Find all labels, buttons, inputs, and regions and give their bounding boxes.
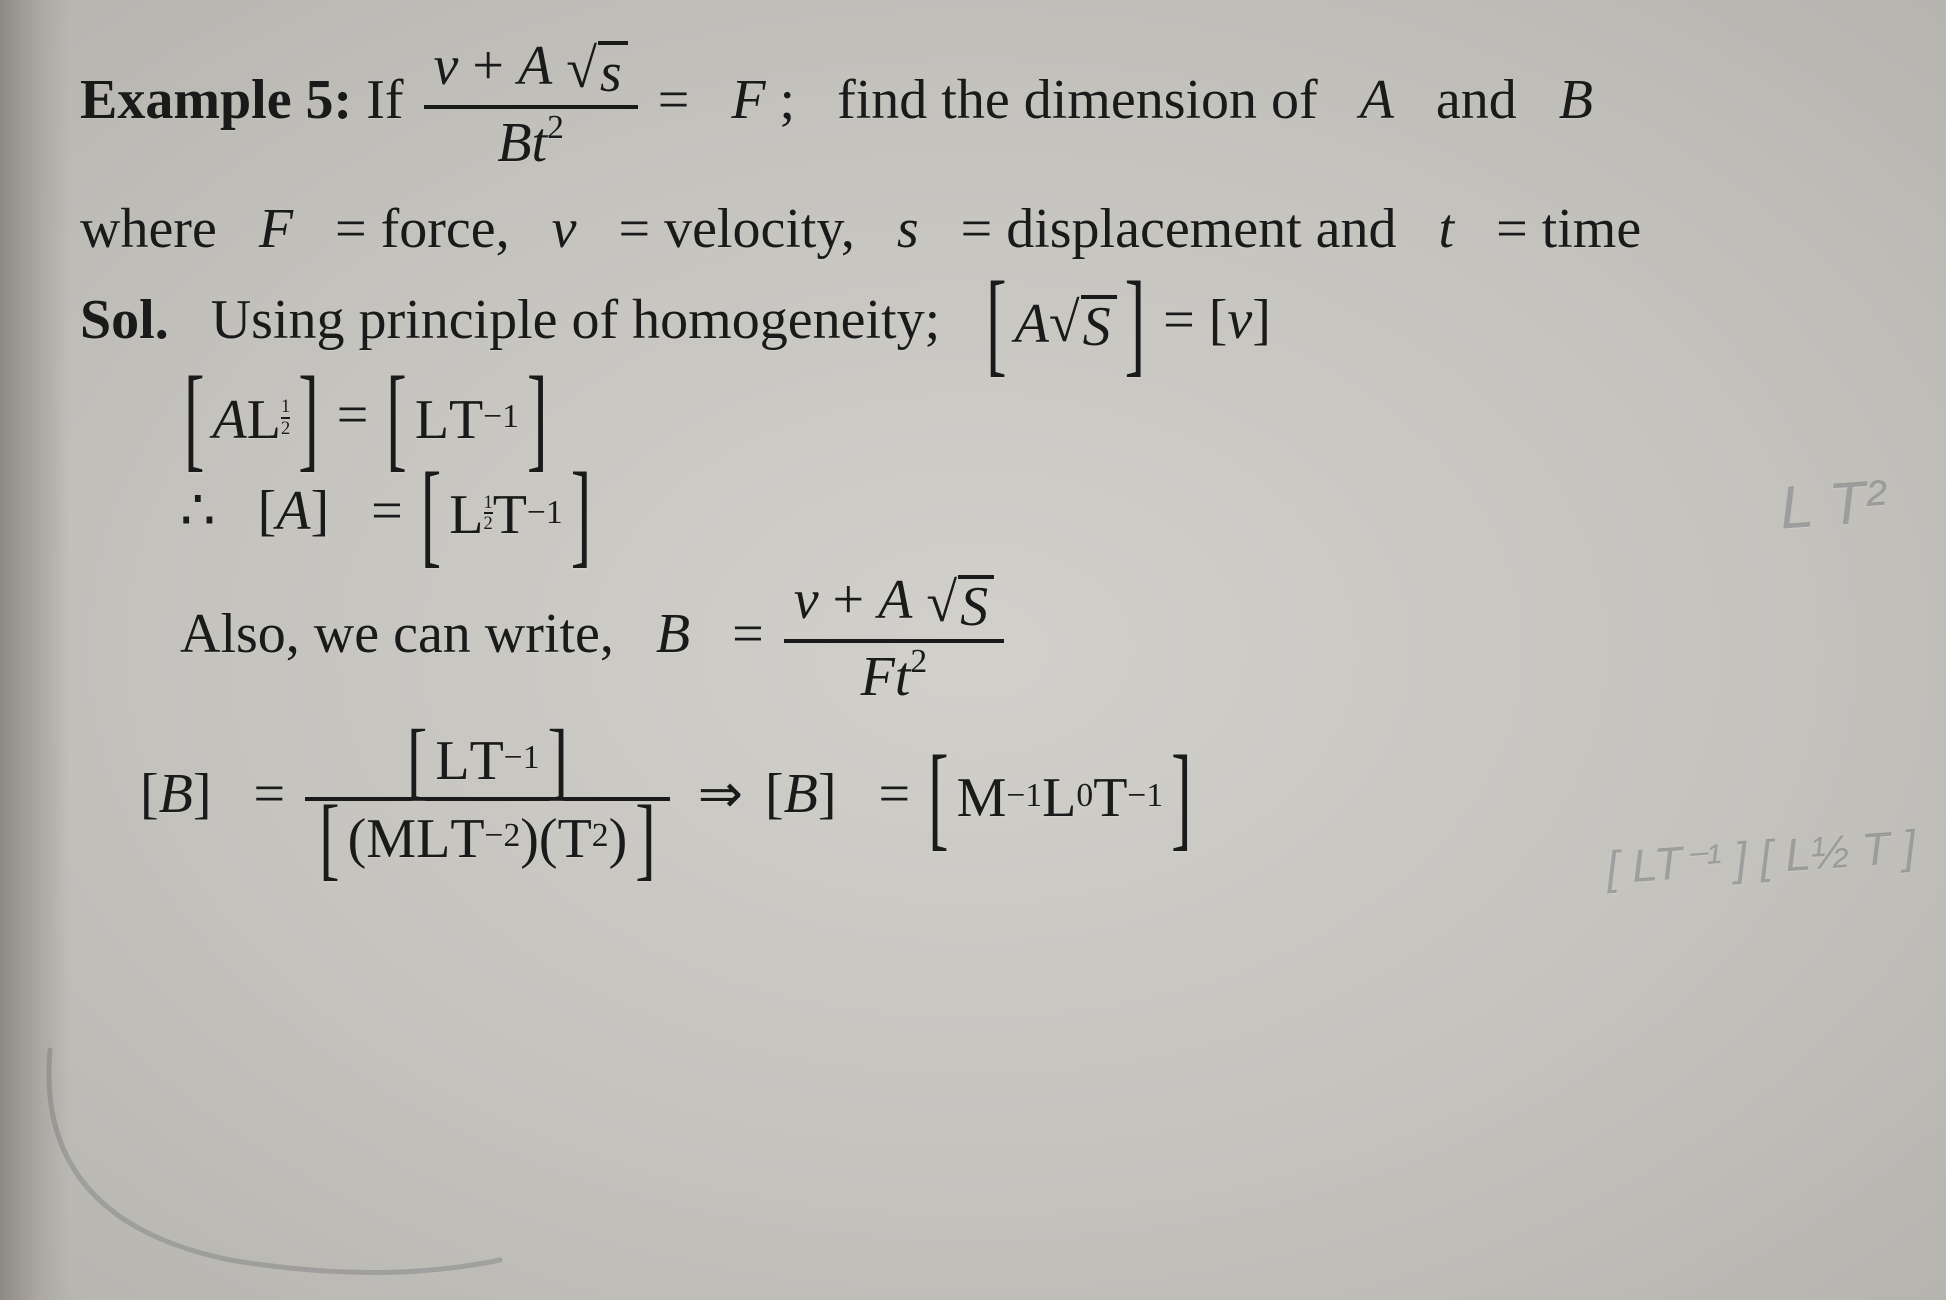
text-time: = time — [1496, 198, 1641, 260]
eq5: = — [732, 603, 764, 665]
exp2: 2 — [547, 109, 564, 146]
text-force: = force, — [335, 198, 510, 260]
var-A: A — [518, 35, 552, 97]
l7-dT: T — [450, 809, 484, 871]
res-mneg1: −1 — [1006, 774, 1042, 818]
res-l0: 0 — [1076, 774, 1093, 818]
bracket-Lhalf-T-1: [ L 1 2 T−1 ] — [417, 479, 595, 552]
text-also: Also, we can write, — [180, 603, 614, 665]
var-v2: v — [552, 198, 577, 260]
eq6s: = — [254, 763, 286, 825]
example-label: Example 5: — [80, 69, 352, 131]
l7-dM: M — [366, 809, 416, 871]
bracket-LT-1: [ L T−1 ] — [382, 384, 551, 457]
semicolon: ; — [780, 69, 796, 131]
half-n: 1 — [281, 398, 290, 416]
l7-dexp2: 2 — [592, 818, 609, 855]
br-v: v — [1227, 289, 1252, 351]
br-A: A — [1015, 288, 1049, 361]
text-and: and — [1436, 69, 1517, 131]
var-B: B — [1559, 69, 1593, 131]
l6-plus: + — [833, 569, 865, 631]
text-where: where — [80, 198, 217, 260]
l5-A: A — [276, 480, 310, 542]
fraction-eq1: v + A √ s Bt2 — [424, 36, 638, 175]
res-L: L — [1042, 762, 1076, 835]
l7-B: B — [159, 763, 193, 825]
var-t2: t — [1439, 198, 1455, 260]
therefore: ∴ — [180, 480, 216, 542]
sqrt-S2: √ S — [926, 575, 994, 635]
half-d2: 2 — [484, 515, 493, 533]
radicand-S2: S — [958, 575, 994, 635]
l5-neg1: −1 — [527, 491, 563, 535]
var-A2: A — [1360, 69, 1394, 131]
den-Bt: Bt — [497, 112, 547, 174]
l4-neg1: −1 — [483, 395, 519, 439]
equals: = — [658, 69, 690, 131]
var-v: v — [434, 35, 459, 97]
bracket-A-sqrtS: [ A √ S ] — [982, 288, 1149, 361]
fraction-dim-B: [ L T−1 ] [ ( M L — [305, 727, 670, 871]
l7-B2: B — [784, 763, 818, 825]
l7-dneg2: −2 — [485, 818, 521, 855]
text-disp: = displacement and — [961, 198, 1397, 260]
arrow-implies: ⇒ — [690, 764, 751, 824]
radicand-S: S — [1081, 295, 1117, 355]
var-s2: s — [897, 198, 919, 260]
text-find-dim: find the dimension of — [837, 69, 1318, 131]
text-velocity: = velocity, — [618, 198, 854, 260]
l5-T: T — [493, 479, 527, 552]
var-F2: F — [259, 198, 293, 260]
text-if: If — [366, 69, 403, 131]
l7-dL: L — [416, 809, 450, 871]
sqrt-s: √ s — [566, 41, 628, 101]
eq3: = — [337, 384, 369, 446]
l4-A: A — [213, 384, 247, 457]
fraction-B: v + A √ S Ft2 — [784, 570, 1004, 709]
res-tneg1: −1 — [1127, 774, 1163, 818]
res-T: T — [1093, 762, 1127, 835]
radicand-s: s — [598, 41, 628, 101]
sol-label: Sol. — [80, 289, 169, 351]
var-B2: B — [656, 603, 690, 665]
l7-numL: L — [435, 731, 469, 793]
half-exp2: 1 2 — [484, 494, 493, 533]
half-n2: 1 — [484, 494, 493, 512]
res-M: M — [957, 762, 1007, 835]
eq7: = — [879, 763, 911, 825]
l4-L2: L — [415, 384, 449, 457]
text-homogeneity: Using principle of homogeneity; — [211, 289, 940, 351]
l6-v: v — [794, 569, 819, 631]
eq4: = — [371, 480, 403, 542]
sqrt-S: √ S — [1049, 295, 1117, 355]
l5-L: L — [449, 479, 483, 552]
plus: + — [472, 35, 504, 97]
l6-Ft: Ft — [861, 646, 911, 708]
bracket-AL-half: [ A L 1 2 ] — [180, 384, 323, 457]
l4-L: L — [247, 384, 281, 457]
pencil-curve — [30, 1030, 530, 1290]
var-F: F — [731, 69, 765, 131]
l7-dT2: T — [558, 809, 592, 871]
equals2: = — [1163, 289, 1195, 351]
half-d: 2 — [281, 420, 290, 438]
l4-T: T — [449, 384, 483, 457]
bracket-den: [ ( M L T−2 )( T2 ) ] — [315, 809, 660, 871]
l7-numneg1: −1 — [504, 740, 540, 777]
bracket-num-LT-1: [ L T−1 ] — [403, 731, 572, 793]
l6-exp2: 2 — [910, 643, 927, 680]
bracket-final: [ M−1 L0 T−1 ] — [924, 762, 1196, 835]
l7-numT: T — [470, 731, 504, 793]
l6-A: A — [878, 569, 912, 631]
half-exp: 1 2 — [281, 398, 290, 437]
